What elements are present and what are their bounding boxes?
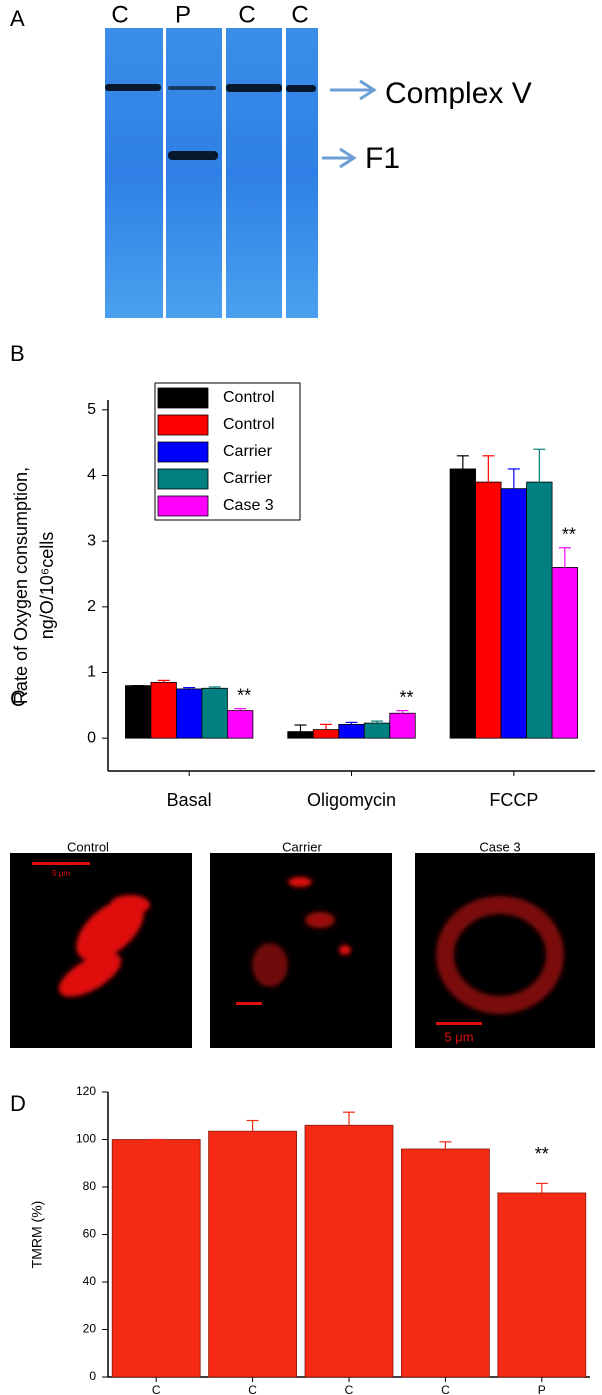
band-label: F1	[365, 142, 400, 175]
y-tick-label: 80	[83, 1179, 97, 1193]
bar	[526, 481, 553, 739]
bar	[497, 1192, 587, 1378]
significance-label: **	[237, 685, 251, 705]
significance-label: **	[562, 524, 576, 544]
x-tick-label: C	[152, 1383, 161, 1395]
bar	[125, 685, 152, 739]
x-tick-label: C	[345, 1383, 354, 1395]
image-title: Control	[67, 839, 109, 854]
lane-label: C	[291, 1, 308, 28]
bar	[176, 688, 203, 739]
y-tick-label: 3	[87, 532, 96, 549]
band-label: Complex V	[385, 77, 532, 110]
image-title: Carrier	[282, 839, 322, 854]
significance-label: **	[535, 1144, 549, 1164]
x-tick-label: C	[441, 1383, 450, 1395]
bar	[312, 729, 340, 739]
x-tick-label: P	[538, 1383, 546, 1395]
y-tick-label: 60	[83, 1227, 97, 1241]
lane-label: C	[238, 1, 255, 28]
y-tick-label: 2	[87, 598, 96, 615]
y-axis-label: TMRM (%)	[29, 1201, 45, 1269]
y-tick-label: 4	[87, 467, 96, 484]
legend-swatch	[157, 387, 209, 409]
y-axis-label: Rate of Oxygen consumption,	[11, 467, 31, 704]
y-tick-label: 1	[87, 664, 96, 681]
x-tick-label: Basal	[167, 790, 212, 810]
scale-label: 5 μm	[52, 869, 70, 878]
y-tick-label: 120	[76, 1084, 96, 1098]
legend-label: Control	[223, 416, 275, 433]
lane-label: C	[111, 1, 128, 28]
panel-label: C	[10, 686, 26, 711]
x-tick-label: C	[248, 1383, 257, 1395]
y-tick-label: 20	[83, 1322, 97, 1336]
panel-label: D	[10, 1091, 26, 1116]
micrographs	[10, 853, 595, 1048]
legend-swatch	[157, 495, 209, 517]
legend-label: Carrier	[223, 470, 273, 487]
y-tick-label: 0	[89, 1369, 96, 1383]
x-tick-label: FCCP	[489, 790, 538, 810]
bar	[551, 567, 578, 739]
y-tick-label: 100	[76, 1132, 96, 1146]
bar	[304, 1124, 394, 1378]
legend-swatch	[157, 414, 209, 436]
panel-label: A	[10, 6, 25, 31]
bar	[500, 488, 527, 739]
bar	[338, 723, 365, 739]
bar	[227, 710, 254, 739]
y-tick-label: 0	[87, 729, 96, 746]
legend-swatch	[157, 468, 209, 490]
bar	[475, 481, 502, 739]
image-title: Case 3	[479, 839, 520, 854]
x-tick-label: Oligomycin	[307, 790, 396, 810]
y-tick-label: 5	[87, 401, 96, 418]
bar	[389, 712, 416, 739]
bar	[287, 731, 314, 739]
legend-swatch	[157, 441, 209, 463]
legend-label: Case 3	[223, 497, 274, 514]
y-tick-label: 40	[83, 1274, 97, 1288]
scale-label: 5 μm	[444, 1029, 473, 1044]
bar	[449, 468, 476, 739]
lane-label: P	[175, 1, 191, 28]
bar	[150, 681, 177, 739]
bar	[400, 1148, 490, 1378]
legend-label: Control	[223, 389, 275, 406]
significance-label: **	[399, 687, 413, 707]
gel	[105, 28, 318, 318]
bar	[111, 1139, 201, 1378]
bar	[208, 1130, 298, 1378]
panel-label: B	[10, 341, 25, 366]
arrows	[322, 79, 377, 169]
y-axis-label: ng/O/10⁶cells	[37, 532, 57, 639]
bar	[363, 722, 391, 739]
bar	[201, 687, 228, 739]
legend-label: Carrier	[223, 443, 273, 460]
